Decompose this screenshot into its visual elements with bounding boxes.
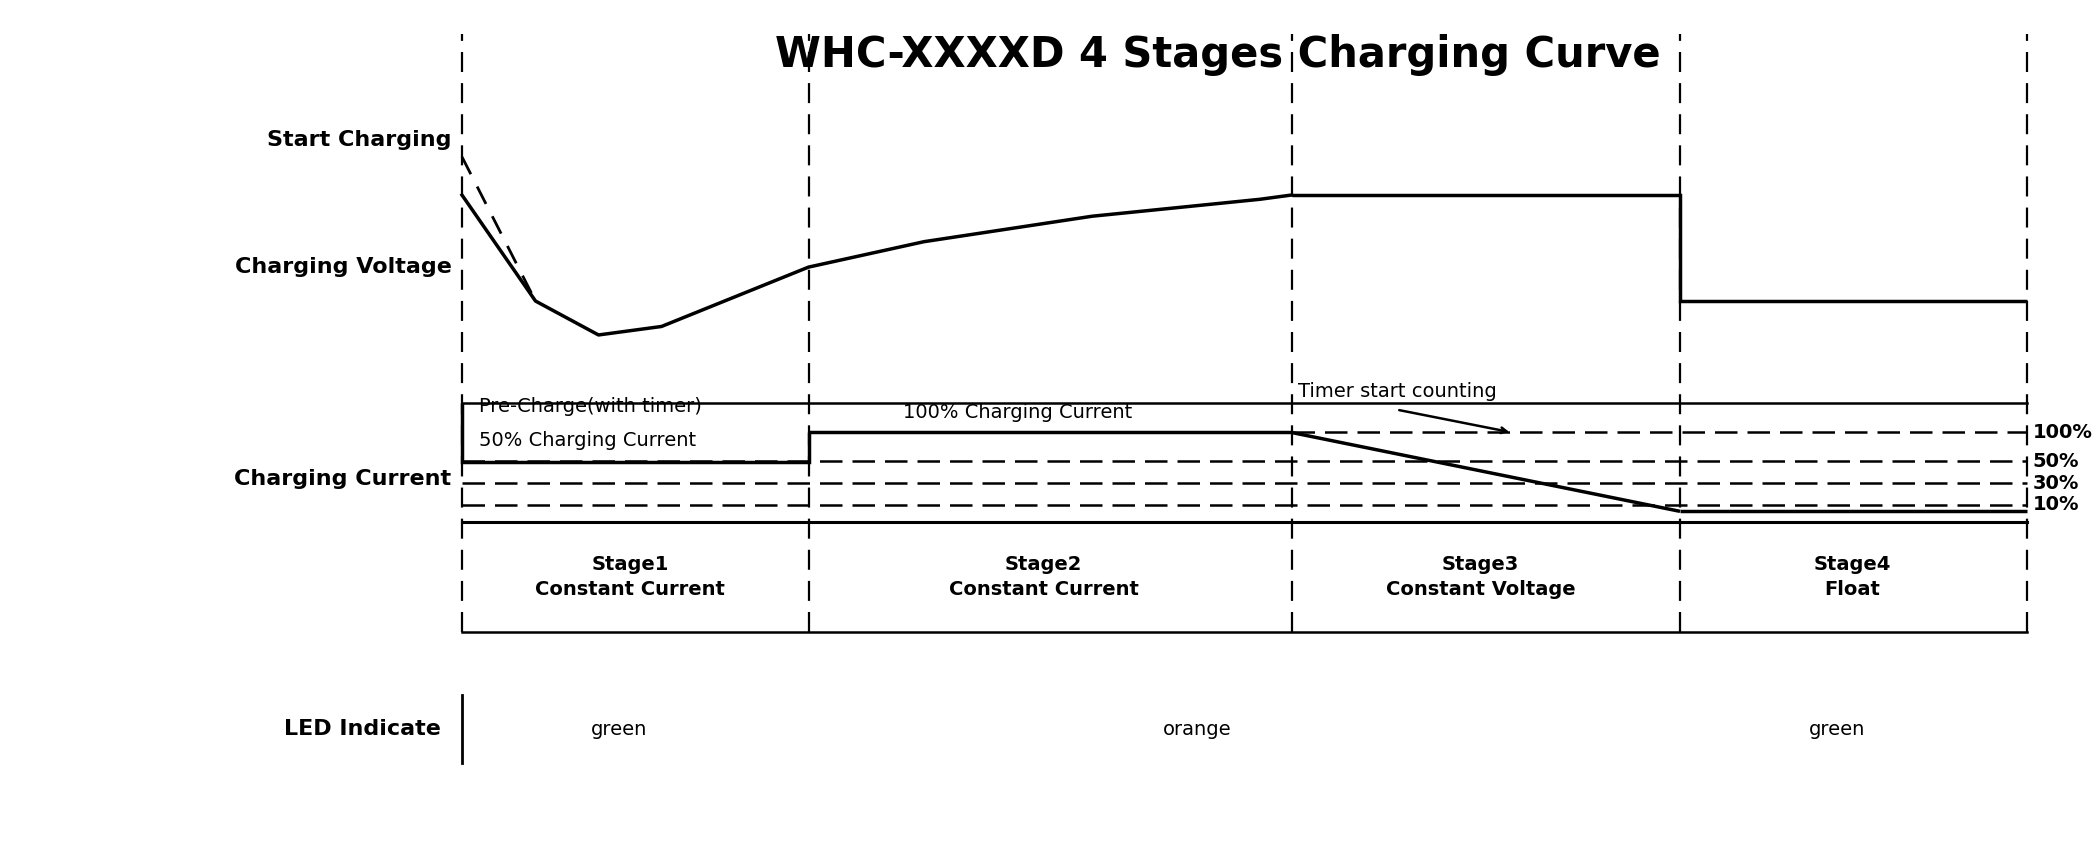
Text: Stage1
Constant Current: Stage1 Constant Current — [536, 555, 724, 599]
Text: 100% Charging Current: 100% Charging Current — [903, 404, 1132, 422]
Text: Charging Current: Charging Current — [235, 469, 452, 489]
Text: 10%: 10% — [2033, 495, 2079, 514]
Text: Pre-Charge(with timer): Pre-Charge(with timer) — [479, 397, 701, 416]
Text: green: green — [1810, 720, 1865, 739]
Text: Stage3
Constant Voltage: Stage3 Constant Voltage — [1386, 555, 1575, 599]
Text: 100%: 100% — [2033, 423, 2094, 442]
Text: 50%: 50% — [2033, 452, 2079, 471]
Text: Start Charging: Start Charging — [267, 130, 452, 150]
Text: Stage4
Float: Stage4 Float — [1814, 555, 1890, 599]
Text: WHC-XXXXD 4 Stages Charging Curve: WHC-XXXXD 4 Stages Charging Curve — [775, 34, 1661, 76]
Text: LED Indicate: LED Indicate — [284, 719, 441, 739]
Text: Charging Voltage: Charging Voltage — [235, 257, 452, 277]
Text: 30%: 30% — [2033, 474, 2079, 493]
Text: Timer start counting: Timer start counting — [1298, 382, 1497, 401]
Text: 50% Charging Current: 50% Charging Current — [479, 432, 695, 450]
Text: Stage2
Constant Current: Stage2 Constant Current — [949, 555, 1138, 599]
Text: green: green — [592, 720, 647, 739]
Text: orange: orange — [1163, 720, 1231, 739]
